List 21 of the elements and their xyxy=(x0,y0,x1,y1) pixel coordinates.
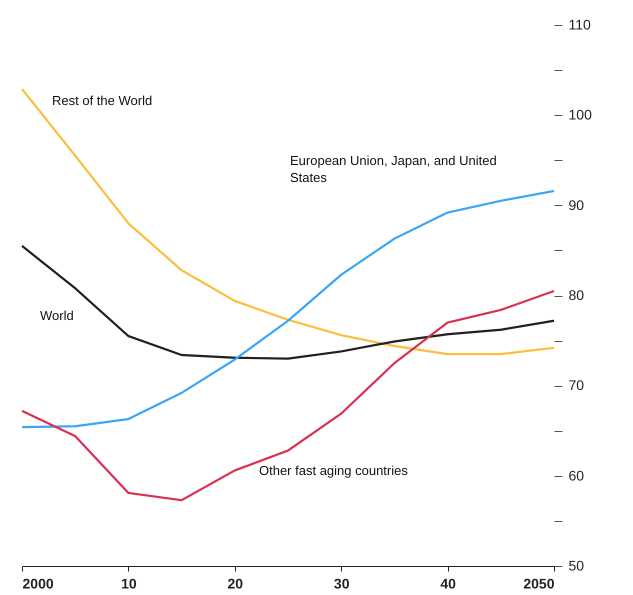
y-tick-label: 50 xyxy=(568,558,584,574)
x-tick-label: 40 xyxy=(440,576,456,592)
y-tick-label: 60 xyxy=(568,467,584,484)
y-tick-label: 90 xyxy=(568,196,584,213)
line-series xyxy=(20,190,556,428)
y-tick-label: 110 xyxy=(568,16,592,32)
y-tick-label: 80 xyxy=(568,287,584,303)
series-label: Rest of the World xyxy=(52,93,152,108)
x-tick-label: 20 xyxy=(228,576,244,592)
x-tick-label: 10 xyxy=(121,576,137,592)
series-label: Other fast aging countries xyxy=(259,463,408,478)
x-tick-label: 2050 xyxy=(523,576,555,592)
x-tick-label: 30 xyxy=(334,576,350,592)
line-series xyxy=(20,244,556,360)
line-series xyxy=(20,88,556,356)
y-tick-label: 100 xyxy=(568,106,592,123)
x-tick-label: 2000 xyxy=(22,576,54,592)
series-label: European Union, Japan, and United States xyxy=(290,153,497,185)
y-tick-label: 70 xyxy=(568,377,584,394)
line-series xyxy=(20,290,556,502)
series-label: World xyxy=(40,308,74,323)
